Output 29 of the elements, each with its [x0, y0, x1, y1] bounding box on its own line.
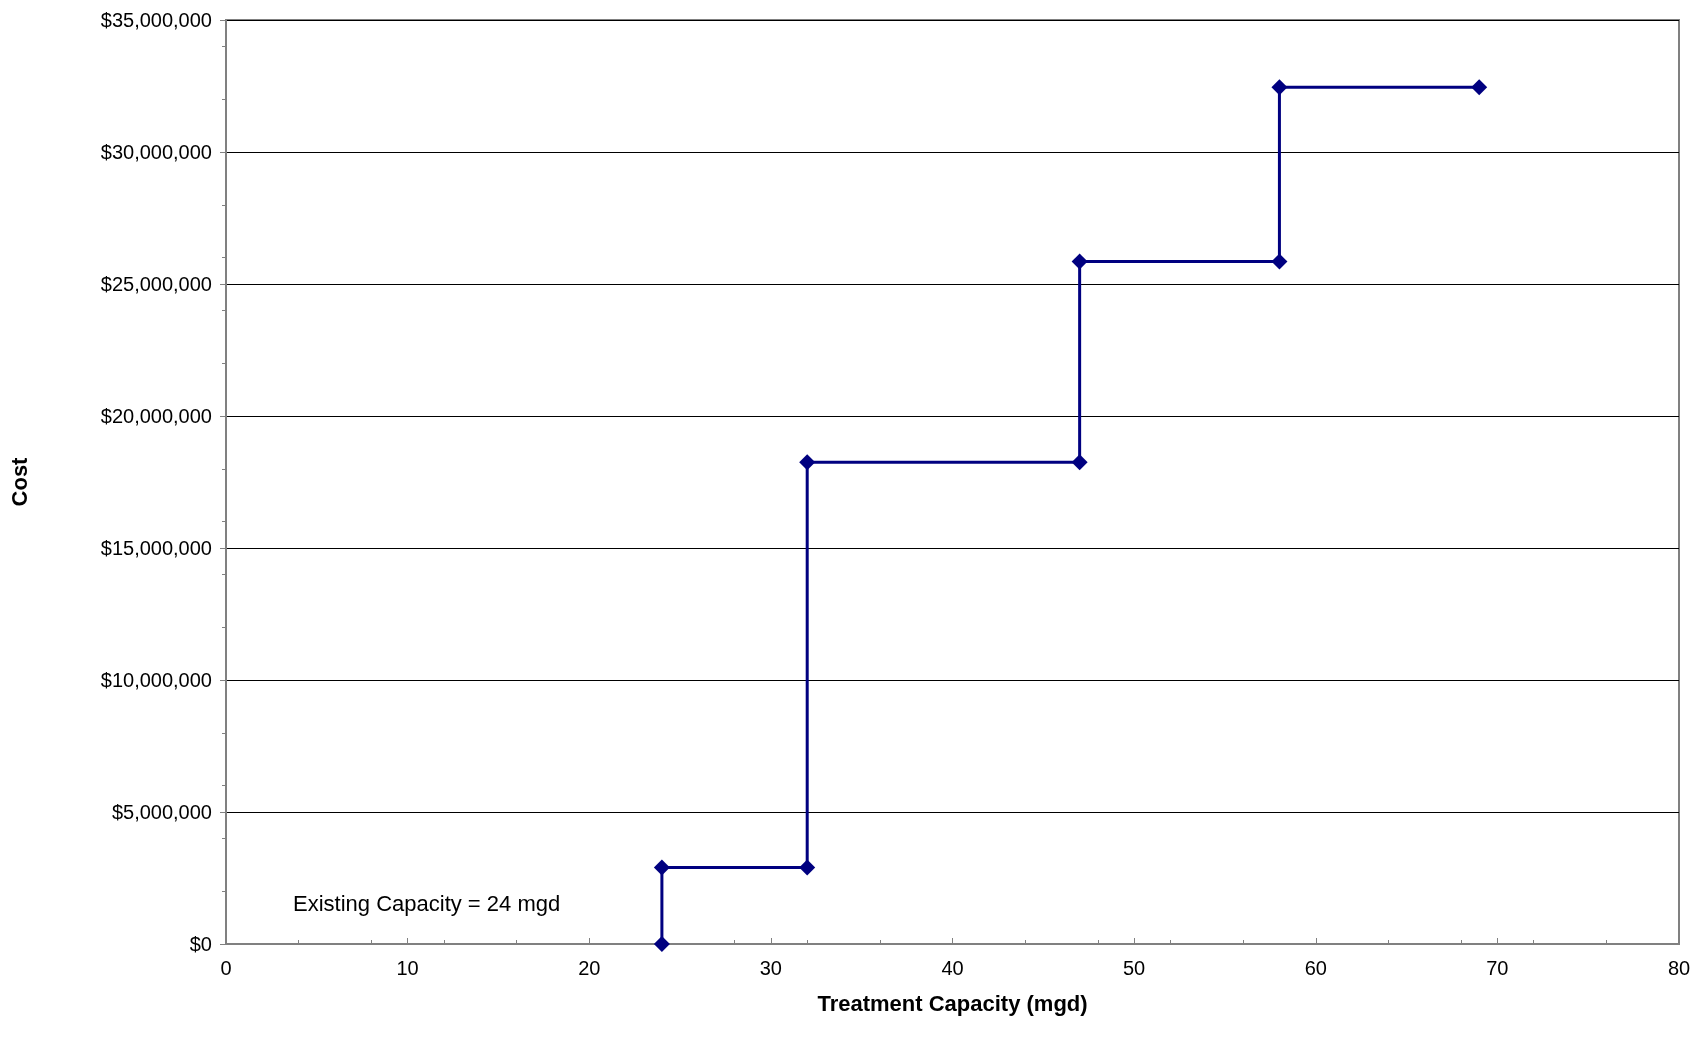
x-tick-label: 80 [1667, 957, 1691, 979]
y-tick-label: $0 [189, 933, 212, 955]
y-tick-label: $15,000,000 [100, 537, 212, 559]
point [1271, 253, 1288, 270]
point [799, 859, 816, 876]
y-tick-label: $35,000,000 [100, 9, 212, 31]
point [1271, 79, 1288, 96]
point [1471, 79, 1488, 96]
x-tick-label: 50 [1123, 957, 1146, 979]
point [653, 859, 670, 876]
point [799, 454, 816, 471]
x-tick-label: 10 [396, 957, 419, 979]
y-tick-label: $5,000,000 [111, 801, 212, 823]
point [653, 936, 670, 952]
x-tick-label: 60 [1304, 957, 1327, 979]
x-tick-label: 40 [941, 957, 964, 979]
y-tick-label: $10,000,000 [100, 669, 212, 691]
x-tick-label: 30 [759, 957, 782, 979]
x-tick-label: 20 [578, 957, 601, 979]
point [1071, 454, 1088, 471]
x-tick-label: 0 [220, 957, 232, 979]
y-tick-label: $30,000,000 [100, 141, 212, 163]
point [1071, 253, 1088, 270]
y-axis-title: Cost [6, 456, 32, 507]
x-axis-title: Treatment Capacity (mgd) [817, 990, 1088, 1016]
annotation: Existing Capacity = 24 mgd [293, 890, 561, 916]
x-tick-label: 70 [1486, 957, 1509, 979]
y-tick-label: $25,000,000 [100, 273, 212, 295]
y-tick-label: $20,000,000 [100, 405, 212, 427]
